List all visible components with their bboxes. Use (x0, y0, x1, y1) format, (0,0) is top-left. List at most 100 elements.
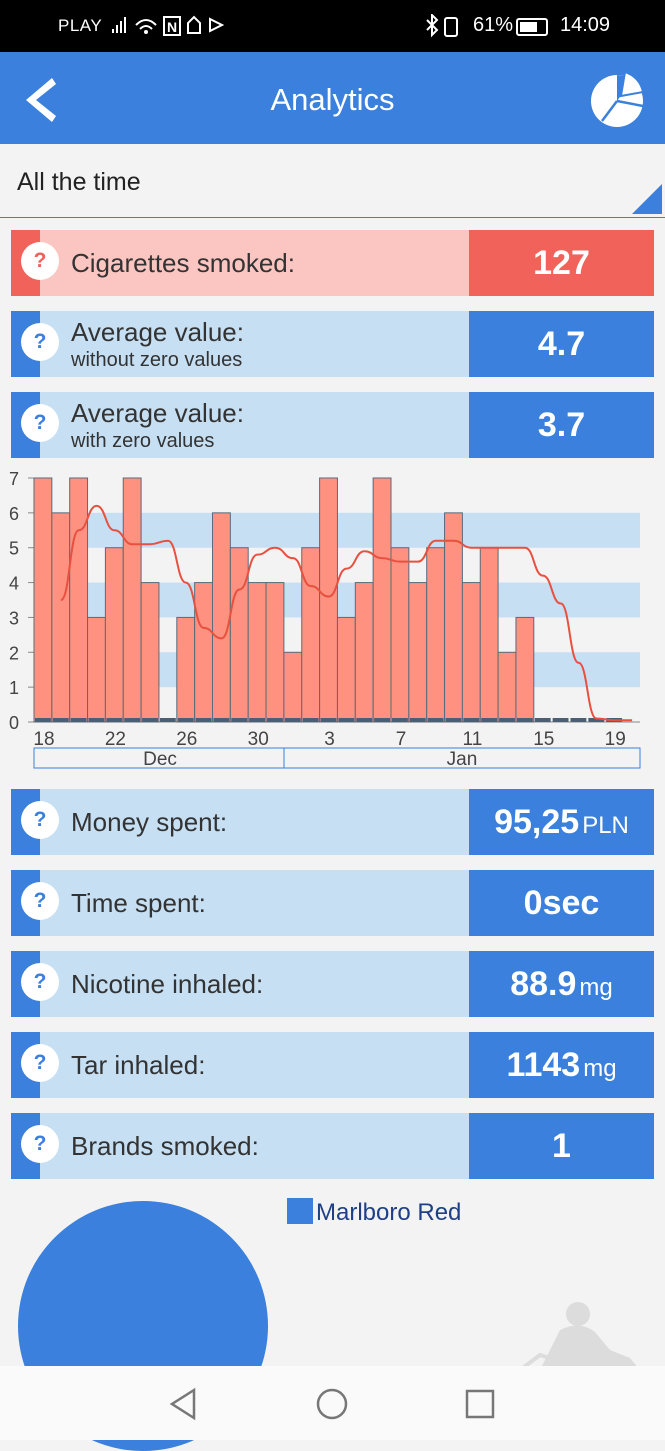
chart-svg: 0 1 2 3 4 5 6 7 18 22 26 30 3 7 11 15 19 Dec Jan (9, 469, 641, 770)
bar-base-mark (52, 718, 69, 722)
chart-bar (33, 477, 53, 723)
bar-base-mark (499, 718, 515, 722)
bar-base-mark (427, 718, 444, 722)
help-icon[interactable]: ? (21, 242, 59, 280)
trend-line (59, 504, 633, 722)
stat-value: 88.9 (510, 965, 577, 1003)
bar-base-mark (302, 718, 319, 722)
stat-value: 4.7 (537, 325, 586, 363)
stat-value-box: 4.7 (469, 311, 654, 377)
y-tick-label: 4 (9, 574, 19, 594)
x-tick-label: 19 (605, 729, 626, 750)
pie-chart-icon[interactable] (588, 70, 646, 128)
stat-value: 1143 (506, 1046, 581, 1084)
stat-row-average-nonzero: ? Average value: without zero values 4.7 (11, 311, 654, 377)
stat-value-box: 1143 mg (469, 1032, 654, 1098)
month-band (33, 747, 641, 769)
daily-cigarettes-chart: 0 1 2 3 4 5 6 7 18 22 26 30 3 7 11 15 19 Dec Jan (0, 468, 665, 778)
y-tick-label: 5 (9, 539, 19, 559)
nav-recents-icon[interactable] (460, 1384, 500, 1424)
page-title: Analytics (270, 82, 395, 117)
system-nav-bar (0, 1366, 665, 1440)
back-arrow-icon[interactable] (16, 76, 64, 124)
help-icon[interactable]: ? (21, 323, 59, 361)
y-tick-label: 3 (9, 608, 19, 628)
dropdown-corner-icon (632, 184, 662, 214)
nav-home-icon[interactable] (312, 1384, 352, 1424)
help-icon[interactable]: ? (21, 1044, 59, 1082)
stat-row-money: ? Money spent: 95,25 PLN (11, 789, 654, 855)
stat-unit: PLN (582, 812, 629, 839)
system-status-icons (426, 14, 548, 38)
stat-label: Brands smoked: (71, 1131, 259, 1161)
y-tick-label: 2 (9, 643, 19, 663)
chart-bar (69, 477, 89, 723)
bar-base-mark (124, 718, 141, 722)
bar-base-mark (88, 718, 105, 722)
stat-value: 127 (533, 244, 590, 282)
chart-bar (497, 651, 517, 723)
chart-bar (283, 651, 303, 723)
stat-sublabel: without zero values (71, 349, 243, 371)
y-tick-label: 6 (9, 504, 19, 524)
help-icon[interactable]: ? (21, 1125, 59, 1163)
legend-swatch (287, 1198, 313, 1224)
y-tick-label: 0 (9, 713, 19, 733)
bar-base-mark (588, 718, 605, 722)
stat-label-box (11, 1032, 469, 1098)
stat-row-nicotine: ? Nicotine inhaled: 88.9 mg (11, 951, 654, 1017)
stat-label: Average value: (71, 317, 244, 347)
bar-base-mark (338, 718, 355, 722)
x-tick-label: 30 (248, 729, 269, 750)
bar-base-mark (463, 718, 480, 722)
stat-label-box (11, 392, 469, 458)
help-icon[interactable]: ? (21, 963, 59, 1001)
bar-base-mark (35, 718, 51, 722)
bar-base-mark (195, 718, 212, 722)
bar-base-mark (213, 718, 230, 722)
bar-base-mark (231, 718, 248, 722)
chart-bar (319, 477, 338, 723)
bar-base-mark (409, 718, 426, 722)
chart-bar (390, 547, 410, 723)
stat-label: Average value: (71, 398, 244, 428)
help-icon[interactable]: ? (21, 882, 59, 920)
chart-bar (212, 512, 231, 723)
watermark-figure-icon (520, 1302, 640, 1370)
month-label-jan: Jan (447, 749, 478, 770)
carrier-label: PLAY (58, 16, 103, 35)
bar-base-mark (267, 718, 283, 722)
bar-base-mark (481, 718, 498, 722)
chart-bar (444, 512, 463, 723)
svg-text:N: N (167, 19, 177, 35)
clock: 14:09 (560, 14, 611, 36)
stat-label-box (11, 951, 469, 1017)
help-icon[interactable]: ? (21, 404, 59, 442)
stat-label: Money spent: (71, 807, 228, 837)
stat-row-time: ? Time spent: 0sec (11, 870, 654, 936)
stat-value-box: 1 (469, 1113, 654, 1179)
stat-label-box (11, 311, 469, 377)
chart-bar (372, 477, 392, 723)
nav-back-icon[interactable] (164, 1384, 204, 1424)
bar-base-mark (445, 718, 462, 722)
stat-value-box: 3.7 (469, 392, 654, 458)
bar-base-mark (534, 718, 551, 722)
chart-bar (140, 582, 160, 723)
stat-label: Cigarettes smoked: (71, 248, 295, 278)
x-tick-label: 26 (176, 729, 197, 750)
x-tick-label: 22 (105, 729, 126, 750)
stat-value-box: 88.9 mg (469, 951, 654, 1017)
bar-base-mark (106, 718, 123, 722)
bar-base-mark (570, 718, 587, 722)
period-dropdown[interactable]: All the time (0, 144, 665, 218)
bar-base-mark (159, 718, 176, 722)
battery-percent: 61% (473, 14, 514, 36)
chart-bar (176, 616, 196, 723)
signal-icons: N (112, 15, 225, 36)
stat-label-box (11, 230, 469, 296)
help-icon[interactable]: ? (21, 801, 59, 839)
stat-label: Tar inhaled: (71, 1050, 206, 1080)
stat-value-box: 0sec (469, 870, 654, 936)
bar-base-mark (356, 718, 373, 722)
